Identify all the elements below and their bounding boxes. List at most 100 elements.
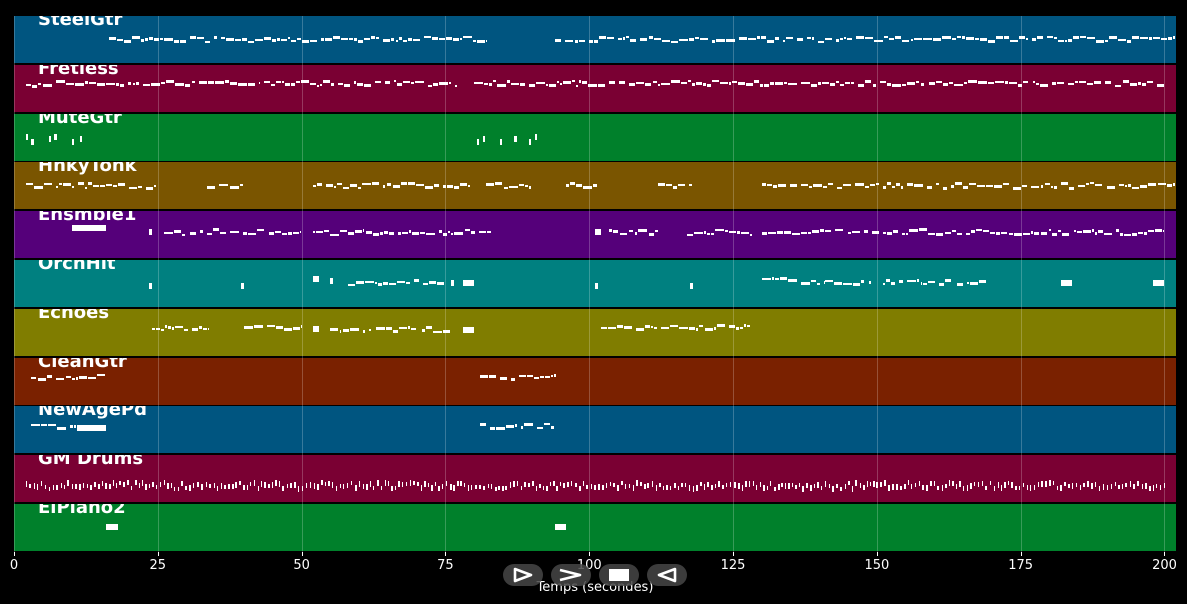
note [1090, 182, 1095, 185]
track-ensmble1[interactable]: Ensmble1 [14, 211, 1176, 259]
note [746, 83, 753, 87]
x-tick-label: 175 [1008, 558, 1034, 573]
note [725, 482, 728, 487]
note [313, 275, 319, 282]
note [339, 229, 347, 232]
note [609, 80, 615, 84]
note [488, 82, 492, 86]
note [811, 36, 815, 40]
x-tick [1164, 552, 1166, 556]
play-button[interactable] [503, 564, 543, 586]
note [928, 81, 935, 85]
note [310, 82, 316, 85]
note [438, 37, 445, 40]
note [632, 485, 635, 492]
note [479, 422, 486, 426]
note [65, 83, 74, 86]
note [869, 482, 872, 487]
note [105, 483, 107, 490]
note [395, 40, 398, 43]
track-newagepd[interactable]: NewAgePd [14, 406, 1176, 454]
note [391, 37, 395, 41]
note [1127, 40, 1131, 43]
note [532, 481, 534, 487]
note [775, 81, 783, 85]
note [325, 183, 333, 187]
note [184, 84, 191, 88]
note [282, 485, 284, 491]
note [969, 183, 976, 185]
note [342, 329, 349, 333]
note [1057, 40, 1064, 43]
note [445, 481, 448, 487]
note [438, 230, 443, 234]
track-gm-drums[interactable]: GM Drums [14, 455, 1176, 503]
track-mutegtr[interactable]: MuteGtr [14, 113, 1176, 161]
note [736, 230, 740, 234]
note [774, 36, 780, 40]
note [963, 185, 969, 189]
note [1041, 480, 1043, 487]
track-orchhit[interactable]: OrchHit [14, 260, 1176, 307]
track-steelgtr[interactable]: SteelGtr [14, 16, 1176, 63]
note [1157, 182, 1167, 185]
note [613, 482, 615, 487]
note [975, 228, 982, 231]
note [239, 481, 241, 486]
note [986, 184, 993, 187]
note [355, 229, 362, 233]
note [653, 38, 662, 41]
track-hnkytonk[interactable]: HnkyTonk [14, 162, 1176, 210]
note [145, 186, 154, 190]
note [900, 485, 902, 490]
note [967, 281, 970, 284]
track-cleangtr[interactable]: CleanGtr [14, 357, 1176, 405]
note [184, 328, 188, 331]
note [75, 484, 77, 490]
note [1087, 481, 1089, 488]
track-fretless[interactable]: Fretless [14, 64, 1176, 112]
note [740, 232, 750, 235]
note [380, 486, 383, 491]
note [769, 82, 775, 86]
note [662, 39, 670, 42]
note [433, 330, 442, 333]
note [784, 482, 787, 489]
note [172, 327, 175, 331]
note [479, 374, 488, 378]
note [1035, 83, 1039, 86]
stop-button[interactable] [599, 564, 639, 586]
note [459, 183, 468, 187]
note [215, 80, 225, 84]
note [773, 184, 778, 188]
forward-button[interactable] [551, 564, 591, 586]
note [868, 281, 871, 285]
note [1105, 80, 1111, 84]
note [892, 230, 898, 234]
note [60, 483, 63, 489]
note [761, 35, 767, 39]
note [873, 480, 875, 487]
note [1115, 228, 1120, 232]
back-button[interactable] [647, 564, 687, 586]
track-name: GM Drums [38, 455, 144, 470]
note [350, 184, 358, 188]
note [166, 80, 175, 84]
note [550, 425, 555, 429]
note [786, 37, 793, 40]
note [954, 181, 963, 185]
note [1064, 39, 1067, 42]
note [413, 481, 415, 486]
note [300, 80, 310, 84]
note [636, 480, 638, 487]
note [954, 84, 964, 87]
track-elpiano2[interactable]: ElPiano2 [14, 504, 1176, 551]
note [361, 183, 371, 186]
note [802, 485, 804, 492]
note [982, 229, 989, 232]
note [325, 37, 332, 41]
track-echoes[interactable]: Echoes [14, 308, 1176, 356]
note [855, 480, 857, 487]
note [71, 138, 74, 145]
note [528, 138, 532, 145]
